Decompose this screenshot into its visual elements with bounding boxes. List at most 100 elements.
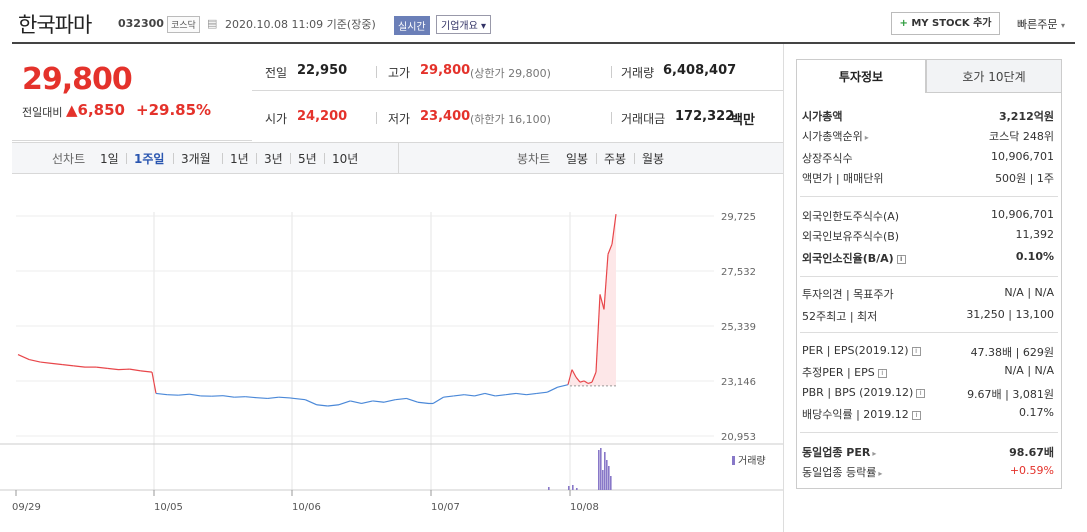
period-3y[interactable]: 3년 [264,152,283,166]
info-icon[interactable]: i [911,410,921,420]
price-segment [505,392,517,396]
high-label: 고가 [388,66,411,80]
price-segment [189,393,201,397]
price-segment [167,394,179,396]
market-badge: 코스닥 [167,16,200,33]
tab-invest-info[interactable]: 투자정보 [796,59,926,93]
y-tick-label: 23,146 [721,377,756,388]
candle-weekly[interactable]: 주봉 [604,152,627,166]
info-icon[interactable]: i [916,388,926,398]
invest-row-label: 외국인보유주식수(B) [802,228,899,244]
volume-bar [548,487,550,490]
chevron-right-icon: ▸ [872,449,877,458]
invest-row-label: 투자의견 | 목표주가 [802,286,894,302]
price-segment [607,243,613,255]
price-segment [140,370,153,373]
candle-monthly[interactable]: 월봉 [642,152,665,166]
invest-row-label-text: 외국인한도주식수(A) [802,210,900,223]
volume-bar [598,450,600,490]
invest-info-panel [796,93,1062,489]
chevron-right-icon: ▸ [878,469,883,478]
x-tick-label: 09/29 [12,502,41,513]
invest-row-value: N/A | N/A [1004,364,1054,377]
line-chart-label: 선차트 [52,152,86,166]
header-divider [12,42,1075,44]
invest-row-value: 500원 | 1주 [995,172,1054,185]
invest-row-label-text: PBR | BPS (2019.12) [802,386,914,399]
volume-legend-swatch [732,456,735,465]
invest-row-label-text: 상장주식수 [802,152,853,165]
upper-limit: (상한가 29,800) [470,67,551,80]
price-change-percent: +29.85% [136,101,212,119]
price-segment [278,396,291,399]
price-segment [155,392,168,396]
price-segment [234,396,246,398]
calendar-icon: ▤ [207,17,218,30]
mystock-add-button[interactable]: + MY STOCK 추가 [891,12,1000,35]
invest-row-label: 외국인한도주식수(A) [802,208,899,224]
period-3m[interactable]: 3개월 [181,152,211,166]
realtime-badge[interactable]: 실시간 [394,16,430,35]
quick-order-menu[interactable]: 빠른주문 ▾ [1017,16,1065,32]
y-tick-label: 20,953 [721,432,756,443]
period-1y[interactable]: 1년 [230,152,249,166]
invest-section-divider [800,276,1058,277]
up-arrow-icon: ▲ [66,101,78,119]
price-segment [587,381,593,384]
price-segment [316,404,328,407]
separator [222,153,223,164]
price-segment [567,369,573,385]
x-tick-label: 10/07 [431,502,460,513]
separator [324,153,325,164]
price-segment [73,365,86,368]
open-value: 24,200 [297,109,348,124]
current-price: 29,800 [22,62,133,97]
change-label: 전일대비 [22,106,63,119]
plus-icon: + [899,18,908,29]
volume-label: 거래량 [621,66,655,80]
invest-row-label[interactable]: 동일업종 등락률 ▸ [802,464,882,480]
price-segment [453,394,465,397]
price-segment [526,392,537,396]
invest-row-label: 시가총액 [802,108,842,124]
info-icon[interactable]: i [877,368,887,378]
price-segment [372,400,385,403]
price-segment [17,354,30,361]
period-10y[interactable]: 10년 [332,152,359,166]
tab-orderbook[interactable]: 호가 10단계 [926,59,1062,93]
invest-row-label[interactable]: 동일업종 PER ▸ [802,444,876,460]
price-segment [40,361,52,364]
info-icon[interactable]: i [911,346,921,356]
invest-row-label: PER | EPS(2019.12) i [802,344,921,357]
invest-row-label: 상장주식수 [802,150,853,166]
price-segment [599,294,605,310]
price-chart[interactable]: 29,725 27,532 25,339 23,146 20,953 거래량 09/29… [0,174,783,532]
price-segment [516,392,527,396]
volume-bar [604,452,606,490]
invest-row-label-text: 외국인보유주식수(B) [802,230,900,243]
invest-row-label: PBR | BPS (2019.12) i [802,386,926,399]
price-segment [575,376,581,383]
invest-row-label[interactable]: 시가총액순위 ▸ [802,128,869,144]
mystock-label: MY STOCK 추가 [911,18,992,29]
lower-limit: (하한가 16,100) [470,113,551,126]
period-5y[interactable]: 5년 [298,152,317,166]
price-segment [591,371,597,383]
amount-label: 거래대금 [621,112,666,126]
info-icon[interactable]: i [896,254,906,264]
gain-area [570,214,616,386]
separator [376,66,377,78]
invest-section-divider [800,196,1058,197]
candle-daily[interactable]: 일봉 [566,152,589,166]
company-overview-dropdown[interactable]: 기업개요 ▾ [436,15,491,34]
period-1d[interactable]: 1일 [100,152,119,166]
invest-row-value: +0.59% [1009,464,1054,477]
period-1w[interactable]: 1주일 [134,152,165,166]
invest-row-value: 0.10% [1015,250,1054,263]
price-segment [583,380,589,384]
separator [376,112,377,124]
invest-row-label-text: 52주최고 | 최저 [802,310,878,323]
price-segment [595,294,601,373]
price-segment [546,386,558,393]
price-segment [383,399,396,403]
